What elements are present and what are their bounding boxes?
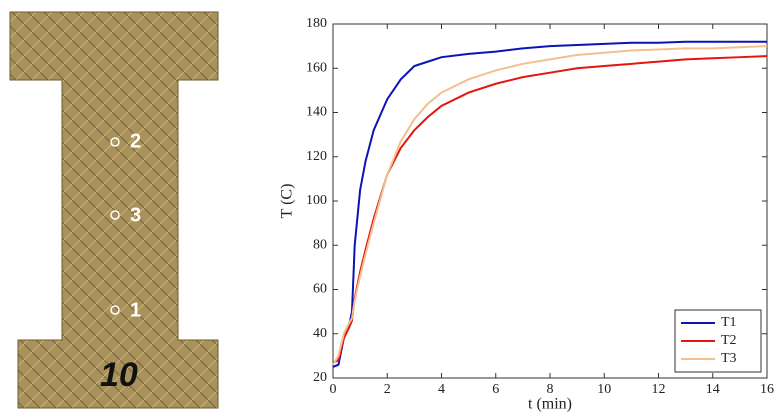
y-tick-label: 140 xyxy=(306,105,327,120)
x-tick-label: 10 xyxy=(597,382,611,397)
x-tick-label: 2 xyxy=(384,382,391,397)
y-tick-label: 120 xyxy=(306,149,327,164)
legend-label: T2 xyxy=(721,333,737,348)
y-tick-label: 20 xyxy=(313,370,327,385)
line-series xyxy=(332,40,767,368)
line-series xyxy=(332,45,768,366)
x-tick-label: 6 xyxy=(492,382,499,397)
point-marker xyxy=(110,137,120,147)
point-label: 1 xyxy=(130,299,141,321)
x-tick-label: 12 xyxy=(652,382,666,397)
legend-label: T1 xyxy=(721,315,737,330)
x-tick-label: 4 xyxy=(438,382,445,397)
x-tick-label: 16 xyxy=(760,382,774,397)
x-tick-label: 8 xyxy=(547,382,554,397)
specimen xyxy=(9,11,219,409)
x-tick-label: 0 xyxy=(330,382,337,397)
point-label: 3 xyxy=(130,204,141,226)
x-tick-label: 14 xyxy=(706,382,720,397)
legend-label: T3 xyxy=(721,351,737,366)
y-tick-label: 60 xyxy=(313,282,327,297)
x-axis-label: t (min) xyxy=(528,396,572,413)
y-tick-label: 100 xyxy=(306,193,327,208)
y-tick-label: 80 xyxy=(313,237,327,252)
point-marker xyxy=(110,210,120,220)
point-marker xyxy=(110,305,120,315)
chart: t (min) T (C) 0 2 4 6 8 10 12 14 16 20 40 60 80 100 12… xyxy=(279,16,774,412)
y-tick-label: 40 xyxy=(313,326,327,341)
specimen-number: 10 xyxy=(100,356,138,394)
point-label: 2 xyxy=(130,130,141,152)
y-axis-label: T (C) xyxy=(279,184,296,219)
y-tick-label: 160 xyxy=(306,60,327,75)
specimen-photo: 2 3 1 10 xyxy=(9,11,219,409)
y-tick-label: 180 xyxy=(306,16,327,31)
